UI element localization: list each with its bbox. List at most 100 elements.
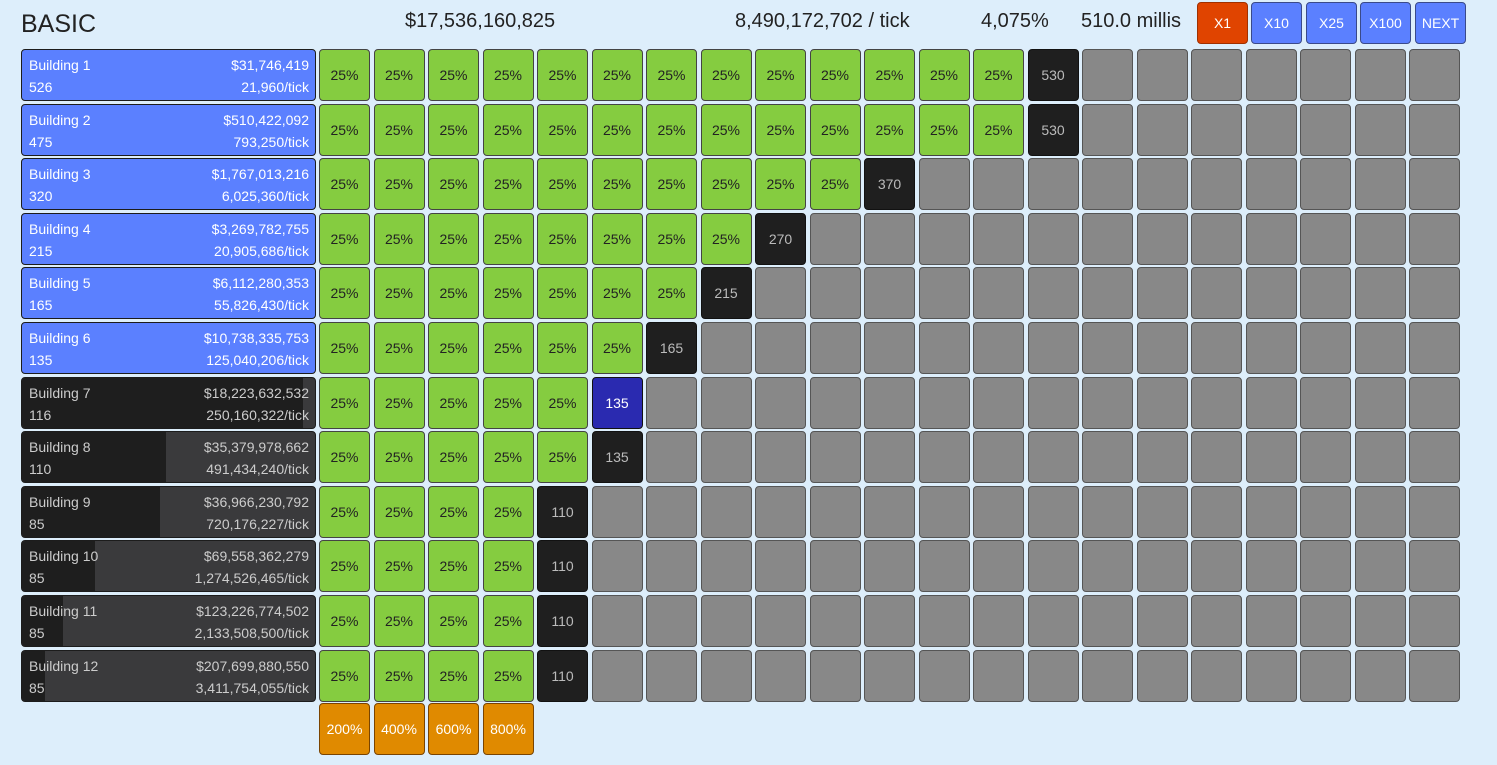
building-button[interactable]: Building 9 85 $36,966,230,792 720,176,227/t… xyxy=(21,485,316,538)
building-button[interactable]: Building 8 110 $35,379,978,662 491,434,240/… xyxy=(21,431,316,484)
upgrade-buy-button[interactable]: 110 xyxy=(537,595,588,647)
upgrade-buy-button[interactable]: 370 xyxy=(864,158,915,211)
upgrade-empty-slot xyxy=(700,649,752,702)
upgrade-empty-slot xyxy=(864,540,915,593)
multiplier-x25-button[interactable]: X25 xyxy=(1306,2,1357,44)
building-progress-fill xyxy=(22,432,166,483)
upgrade-empty-slot xyxy=(1354,595,1406,647)
upgrade-buy-button[interactable]: 530 xyxy=(1027,103,1079,156)
building-button[interactable]: Building 10 85 $69,558,362,279 1,274,526,46… xyxy=(21,540,316,593)
upgrade-owned-cell: 25% xyxy=(755,103,806,156)
income-display: 8,490,172,702 / tick xyxy=(735,10,910,32)
upgrade-empty-slot xyxy=(1027,649,1079,702)
building-rate: 125,040,206/tick xyxy=(206,352,309,368)
upgrade-empty-slot xyxy=(1136,485,1188,538)
building-name: Building 7 xyxy=(29,384,91,401)
upgrade-owned-cell: 25% xyxy=(646,158,697,211)
building-button[interactable]: Building 12 85 $207,699,880,550 3,411,754,0… xyxy=(21,649,316,702)
bonus-upgrade-button[interactable]: 400% xyxy=(373,703,425,755)
upgrade-buy-button[interactable]: 110 xyxy=(537,649,588,702)
building-count: 85 xyxy=(29,625,45,641)
upgrade-empty-slot xyxy=(1354,49,1406,101)
upgrade-empty-slot xyxy=(973,595,1024,647)
upgrade-owned-cell: 25% xyxy=(591,49,643,101)
upgrade-buy-button[interactable]: 215 xyxy=(700,267,752,320)
building-cost: $36,966,230,792 xyxy=(203,493,309,510)
upgrade-empty-slot xyxy=(1027,595,1079,647)
upgrade-empty-slot xyxy=(1082,267,1133,320)
upgrade-empty-slot xyxy=(809,212,861,265)
bonus-upgrade-button[interactable]: 600% xyxy=(428,703,479,755)
bonus-upgrade-button[interactable]: 800% xyxy=(482,703,534,755)
upgrade-empty-slot xyxy=(755,485,806,538)
building-button[interactable]: Building 11 85 $123,226,774,502 2,133,508,5… xyxy=(21,595,316,647)
upgrade-empty-slot xyxy=(864,212,915,265)
upgrade-empty-slot xyxy=(1409,212,1460,265)
upgrade-empty-slot xyxy=(1300,158,1351,211)
upgrade-owned-cell: 25% xyxy=(319,485,370,538)
building-button[interactable]: Building 6 135 $10,738,335,753 125,040,206/… xyxy=(21,322,316,374)
upgrade-empty-slot xyxy=(1409,49,1460,101)
upgrade-owned-cell: 25% xyxy=(373,49,425,101)
upgrade-empty-slot xyxy=(864,322,915,374)
upgrade-buy-button[interactable]: 110 xyxy=(537,540,588,593)
upgrade-empty-slot xyxy=(1191,540,1242,593)
upgrade-empty-slot xyxy=(918,376,970,429)
upgrade-buy-button[interactable]: 135 xyxy=(591,431,643,484)
upgrade-owned-cell: 25% xyxy=(591,158,643,211)
upgrade-empty-slot xyxy=(1136,595,1188,647)
upgrade-owned-cell: 25% xyxy=(482,158,534,211)
upgrade-owned-cell: 25% xyxy=(373,267,425,320)
upgrade-empty-slot xyxy=(700,595,752,647)
upgrade-owned-cell: 25% xyxy=(373,376,425,429)
upgrade-empty-slot xyxy=(809,540,861,593)
upgrade-empty-slot xyxy=(591,485,643,538)
building-button[interactable]: Building 7 116 $18,223,632,532 250,160,322/… xyxy=(21,376,316,429)
upgrade-empty-slot xyxy=(1300,540,1351,593)
upgrade-empty-slot xyxy=(700,322,752,374)
upgrade-empty-slot xyxy=(864,431,915,484)
upgrade-empty-slot xyxy=(700,485,752,538)
upgrade-empty-slot xyxy=(1245,540,1297,593)
building-rate: 720,176,227/tick xyxy=(206,515,309,532)
upgrade-owned-cell: 25% xyxy=(864,103,915,156)
building-button[interactable]: Building 1 526 $31,746,419 21,960/tick xyxy=(21,49,316,101)
upgrade-owned-cell: 25% xyxy=(646,103,697,156)
upgrade-empty-slot xyxy=(973,158,1024,211)
bonus-upgrade-button[interactable]: 200% xyxy=(319,703,370,755)
upgrade-empty-slot xyxy=(1082,103,1133,156)
building-name: Building 11 xyxy=(29,603,98,619)
building-progress-fill xyxy=(22,377,304,428)
upgrade-buy-button[interactable]: 165 xyxy=(646,322,697,374)
building-name: Building 9 xyxy=(29,493,91,510)
building-name: Building 3 xyxy=(29,166,91,183)
multiplier-x100-button[interactable]: X100 xyxy=(1360,2,1411,44)
building-button[interactable]: Building 3 320 $1,767,013,216 6,025,360/tic… xyxy=(21,158,316,211)
upgrade-empty-slot xyxy=(1300,212,1351,265)
upgrade-owned-cell: 25% xyxy=(428,595,479,647)
building-button[interactable]: Building 4 215 $3,269,782,755 20,905,686/ti… xyxy=(21,212,316,265)
building-count: 165 xyxy=(29,297,53,314)
upgrade-empty-slot xyxy=(973,649,1024,702)
upgrade-owned-cell: 25% xyxy=(973,49,1024,101)
upgrade-buy-button[interactable]: 530 xyxy=(1027,49,1079,101)
upgrade-empty-slot xyxy=(1191,158,1242,211)
upgrade-owned-cell: 25% xyxy=(646,267,697,320)
upgrade-owned-cell: 25% xyxy=(482,431,534,484)
multiplier-x10-button[interactable]: X10 xyxy=(1251,2,1302,44)
upgrade-empty-slot xyxy=(1354,649,1406,702)
upgrade-buy-button[interactable]: 270 xyxy=(755,212,806,265)
percent-display: 4,075% xyxy=(981,10,1049,32)
upgrade-buy-button[interactable]: 110 xyxy=(537,485,588,538)
upgrade-empty-slot xyxy=(1409,540,1460,593)
upgrade-empty-slot xyxy=(1409,322,1460,374)
building-button[interactable]: Building 2 475 $510,422,092 793,250/tick xyxy=(21,103,316,156)
multiplier-next-button[interactable]: NEXT xyxy=(1415,2,1466,44)
upgrade-owned-cell: 25% xyxy=(428,649,479,702)
building-button[interactable]: Building 5 165 $6,112,280,353 55,826,430/ti… xyxy=(21,267,316,320)
multiplier-x1-button[interactable]: X1 xyxy=(1197,2,1248,44)
upgrade-owned-cell: 25% xyxy=(537,267,588,320)
upgrade-empty-slot xyxy=(1245,595,1297,647)
building-count: 215 xyxy=(29,242,53,259)
upgrade-buy-button[interactable]: 135 xyxy=(591,376,643,429)
